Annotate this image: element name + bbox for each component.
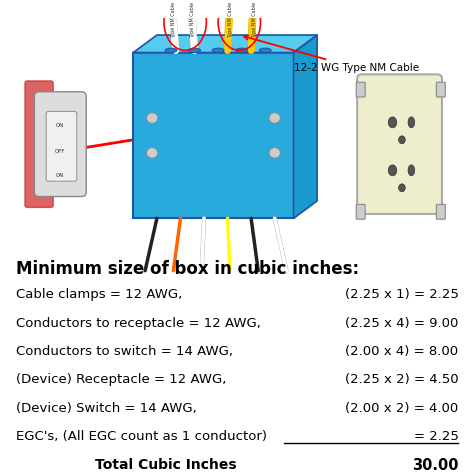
FancyBboxPatch shape: [35, 92, 86, 197]
Ellipse shape: [388, 117, 397, 128]
Ellipse shape: [189, 48, 201, 53]
FancyBboxPatch shape: [437, 82, 445, 97]
FancyBboxPatch shape: [46, 111, 77, 181]
Text: (Device) Switch = 14 AWG,: (Device) Switch = 14 AWG,: [16, 401, 196, 415]
Text: ON: ON: [56, 173, 64, 178]
Text: Conductors to switch = 14 AWG,: Conductors to switch = 14 AWG,: [16, 345, 233, 358]
Text: Cable clamps = 12 AWG,: Cable clamps = 12 AWG,: [16, 288, 182, 301]
Text: = 2.25: = 2.25: [414, 430, 458, 443]
Ellipse shape: [399, 184, 405, 191]
Text: Minimum size of box in cubic inches:: Minimum size of box in cubic inches:: [16, 260, 359, 278]
Text: ON: ON: [56, 123, 64, 128]
Polygon shape: [293, 35, 317, 219]
Text: Type NM Cable: Type NM Cable: [228, 2, 233, 38]
Text: (2.00 x 4) = 8.00: (2.00 x 4) = 8.00: [346, 345, 458, 358]
Polygon shape: [133, 35, 317, 53]
Text: (Device) Receptacle = 12 AWG,: (Device) Receptacle = 12 AWG,: [16, 373, 226, 386]
FancyBboxPatch shape: [437, 204, 445, 219]
Text: EGC's, (All EGC count as 1 conductor): EGC's, (All EGC count as 1 conductor): [16, 430, 266, 443]
Circle shape: [146, 113, 158, 123]
Text: Total Cubic Inches: Total Cubic Inches: [95, 458, 237, 472]
Text: (2.25 x 2) = 4.50: (2.25 x 2) = 4.50: [345, 373, 458, 386]
Text: OFF: OFF: [55, 149, 65, 154]
FancyBboxPatch shape: [25, 81, 53, 208]
FancyBboxPatch shape: [133, 53, 293, 219]
FancyBboxPatch shape: [356, 204, 365, 219]
Text: Conductors to receptacle = 12 AWG,: Conductors to receptacle = 12 AWG,: [16, 317, 260, 329]
Circle shape: [269, 148, 280, 158]
Ellipse shape: [399, 136, 405, 144]
Ellipse shape: [236, 48, 247, 53]
Text: Type NM Cable: Type NM Cable: [171, 2, 176, 38]
Ellipse shape: [259, 48, 271, 53]
Ellipse shape: [408, 165, 415, 176]
Circle shape: [146, 148, 158, 158]
Text: 14-2 WG Type NM Cable: 14-2 WG Type NM Cable: [0, 473, 1, 474]
Ellipse shape: [408, 117, 415, 128]
Circle shape: [269, 113, 280, 123]
Text: 30.00: 30.00: [412, 458, 458, 474]
Ellipse shape: [212, 48, 224, 53]
Text: (2.00 x 2) = 4.00: (2.00 x 2) = 4.00: [345, 401, 458, 415]
Text: (2.25 x 1) = 2.25: (2.25 x 1) = 2.25: [345, 288, 458, 301]
FancyBboxPatch shape: [356, 82, 365, 97]
Text: 12-2 WG Type NM Cable: 12-2 WG Type NM Cable: [244, 36, 419, 73]
Text: (2.25 x 4) = 9.00: (2.25 x 4) = 9.00: [345, 317, 458, 329]
FancyBboxPatch shape: [357, 74, 442, 214]
Text: Type NM Cable: Type NM Cable: [252, 2, 257, 38]
Ellipse shape: [388, 165, 397, 176]
Text: Type NM Cable: Type NM Cable: [190, 2, 195, 38]
Ellipse shape: [165, 48, 177, 53]
